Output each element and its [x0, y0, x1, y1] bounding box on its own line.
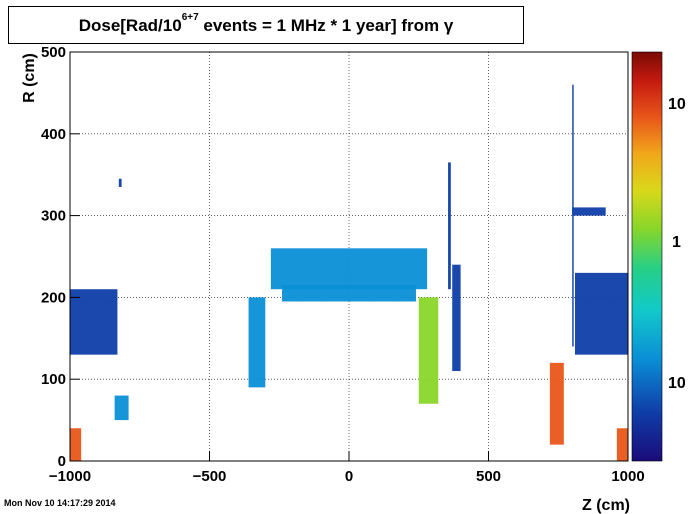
x-tick-label: 1000 — [611, 468, 644, 485]
region-right-vertical-line — [448, 162, 451, 290]
region-right-corner-hot — [616, 428, 628, 461]
region-left-corner-hot — [70, 428, 82, 461]
chart-title: Dose[Rad/106+7 events = 1 MHz * 1 year] … — [9, 12, 523, 36]
y-tick-label: 0 — [58, 453, 66, 470]
region-right-forward-hot — [549, 362, 564, 445]
colorbar-label-bottom: 10 — [668, 375, 686, 392]
colorbar-label-mid: 1 — [672, 234, 681, 251]
x-axis-label: Z (cm) — [582, 497, 630, 514]
region-left-barrel-wall — [248, 297, 266, 388]
y-axis-label: R (cm) — [21, 53, 38, 103]
region-left-dot — [118, 178, 122, 187]
region-left-small-blob — [114, 395, 129, 421]
heatmap-regions — [70, 84, 628, 461]
title-exponent: 6+7 — [181, 12, 199, 24]
colorbar — [631, 51, 663, 462]
region-endcap-left-shield — [70, 289, 118, 355]
region-barrel-ring-inner — [282, 285, 416, 302]
x-tick-label: 500 — [476, 468, 501, 485]
region-barrel-ring-top — [270, 248, 428, 290]
x-tick-label: −500 — [193, 468, 227, 485]
y-tick-label: 200 — [41, 289, 66, 306]
colorbar-label-top: 10 — [668, 96, 686, 113]
title-suffix: events = 1 MHz * 1 year] from γ — [198, 16, 454, 35]
chart-title-box: Dose[Rad/106+7 events = 1 MHz * 1 year] … — [8, 6, 524, 44]
region-right-outer-strip — [452, 264, 461, 372]
y-tick-label: 300 — [41, 208, 66, 225]
title-prefix: Dose[Rad/10 — [78, 16, 182, 35]
axis-ticks: −1000 −500 0 500 1000 0 100 200 300 400 500 — [41, 44, 645, 485]
timestamp: Mon Nov 10 14:17:29 2014 — [4, 498, 116, 508]
region-right-barrel-wall — [418, 297, 439, 404]
region-right-horizontal-arm — [572, 207, 606, 216]
x-tick-label: −1000 — [49, 468, 91, 485]
x-tick-label: 0 — [345, 468, 353, 485]
y-tick-label: 400 — [41, 126, 66, 143]
region-endcap-right-shield — [574, 272, 628, 355]
y-tick-label: 500 — [41, 44, 66, 61]
y-tick-label: 100 — [41, 371, 66, 388]
